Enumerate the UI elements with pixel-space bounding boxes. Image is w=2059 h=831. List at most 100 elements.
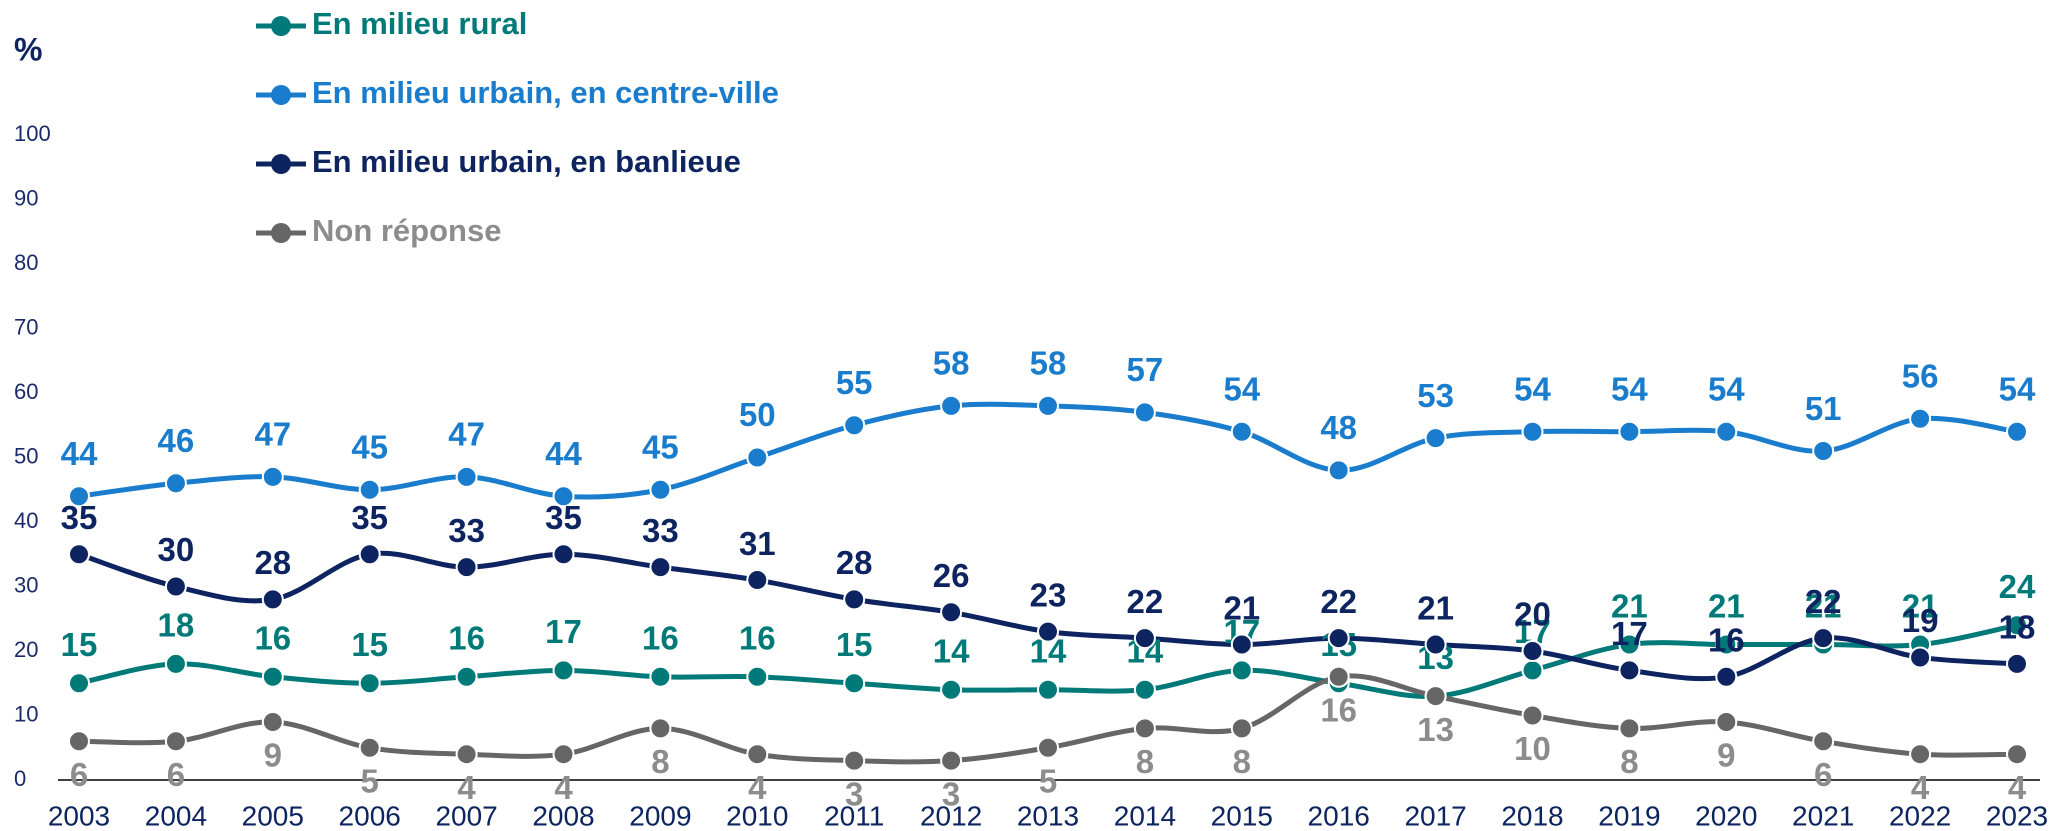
data-label: 3 — [942, 775, 960, 812]
data-point — [68, 730, 90, 753]
data-point — [1909, 743, 1932, 766]
data-label: 21 — [1708, 587, 1745, 624]
data-point — [1037, 620, 1059, 643]
data-point — [261, 588, 284, 611]
legend-label: Non réponse — [312, 213, 501, 248]
data-label: 24 — [1999, 568, 2036, 605]
data-label: 6 — [1814, 756, 1832, 793]
data-label: 47 — [448, 416, 485, 453]
data-point — [1812, 730, 1835, 753]
data-point — [68, 672, 90, 695]
data-point — [2006, 614, 2028, 637]
x-tick-label: 2018 — [1501, 800, 1563, 831]
data-label: 8 — [1136, 743, 1154, 780]
data-point — [164, 652, 187, 675]
data-label: 33 — [448, 512, 485, 549]
data-point — [1812, 440, 1835, 463]
y-tick-label: 20 — [14, 637, 38, 662]
data-point — [843, 414, 866, 437]
data-label: 16 — [642, 620, 679, 657]
data-label: 8 — [1620, 743, 1638, 780]
data-label: 47 — [254, 416, 291, 453]
data-label: 57 — [1127, 351, 1164, 388]
data-point — [1327, 627, 1350, 650]
data-label: 13 — [1417, 711, 1454, 748]
data-point — [940, 678, 963, 701]
data-point — [1133, 678, 1156, 701]
data-point — [940, 394, 963, 417]
data-point — [2006, 743, 2028, 766]
data-label: 51 — [1805, 390, 1842, 427]
data-point — [2006, 652, 2028, 675]
data-label: 22 — [1805, 583, 1842, 620]
data-point — [261, 710, 284, 733]
data-label: 4 — [554, 769, 573, 806]
data-point — [164, 472, 187, 495]
x-tick-label: 2008 — [532, 800, 594, 831]
data-label: 53 — [1417, 377, 1454, 414]
data-point — [1715, 665, 1738, 688]
data-point — [552, 743, 575, 766]
data-label: 10 — [1514, 730, 1551, 767]
x-tick-label: 2006 — [339, 800, 401, 831]
data-point — [164, 575, 187, 598]
data-label: 44 — [545, 435, 582, 472]
y-tick-label: 10 — [14, 701, 38, 726]
data-label: 54 — [1999, 370, 2036, 407]
data-point — [1521, 640, 1544, 662]
data-label: 48 — [1320, 409, 1357, 446]
data-label: 17 — [1611, 615, 1648, 652]
data-label: 8 — [651, 743, 669, 780]
data-point — [552, 659, 575, 682]
data-point — [1424, 685, 1447, 708]
data-label: 58 — [933, 345, 970, 382]
data-label: 16 — [1320, 692, 1357, 729]
data-point — [746, 569, 769, 592]
data-label: 21 — [1805, 587, 1842, 624]
data-label: 16 — [1708, 622, 1745, 659]
data-point — [1618, 659, 1641, 682]
data-point — [2006, 420, 2028, 443]
data-point — [455, 556, 478, 579]
data-point — [1715, 633, 1738, 656]
data-label: 19 — [1902, 602, 1939, 639]
x-tick-label: 2023 — [1986, 800, 2048, 831]
y-tick-label: 50 — [14, 443, 38, 468]
data-point — [1618, 420, 1641, 443]
legend-label: En milieu urbain, en banlieue — [312, 144, 741, 179]
legend-marker — [271, 16, 291, 36]
data-point — [1230, 717, 1253, 740]
data-label: 23 — [1030, 576, 1067, 613]
data-point — [843, 588, 866, 611]
data-label: 18 — [158, 607, 195, 644]
data-label: 54 — [1223, 370, 1260, 407]
data-point — [1230, 633, 1253, 656]
data-point — [1230, 420, 1253, 443]
legend-marker — [271, 154, 291, 174]
data-label: 17 — [545, 613, 582, 650]
data-label: 5 — [1039, 762, 1057, 799]
x-tick-label: 2014 — [1114, 800, 1176, 831]
data-label: 5 — [361, 762, 379, 799]
y-tick-label: 60 — [14, 379, 38, 404]
data-label: 16 — [448, 620, 485, 657]
data-point — [940, 601, 963, 624]
data-label: 44 — [61, 435, 98, 472]
data-label: 54 — [1514, 370, 1551, 407]
data-label: 21 — [1902, 587, 1939, 624]
x-tick-label: 2010 — [726, 800, 788, 831]
y-tick-label: 90 — [14, 185, 38, 210]
data-label: 35 — [61, 499, 98, 536]
data-point — [455, 465, 478, 488]
data-point — [1230, 659, 1253, 682]
data-point — [843, 672, 866, 695]
data-label: 21 — [1611, 587, 1648, 624]
data-label: 4 — [748, 769, 767, 806]
data-label: 16 — [739, 620, 776, 657]
data-point — [843, 749, 866, 772]
legend-marker — [271, 223, 291, 243]
data-label: 20 — [1514, 596, 1551, 633]
data-label: 58 — [1030, 345, 1067, 382]
data-point — [1133, 717, 1156, 740]
y-tick-label: 100 — [14, 121, 51, 146]
